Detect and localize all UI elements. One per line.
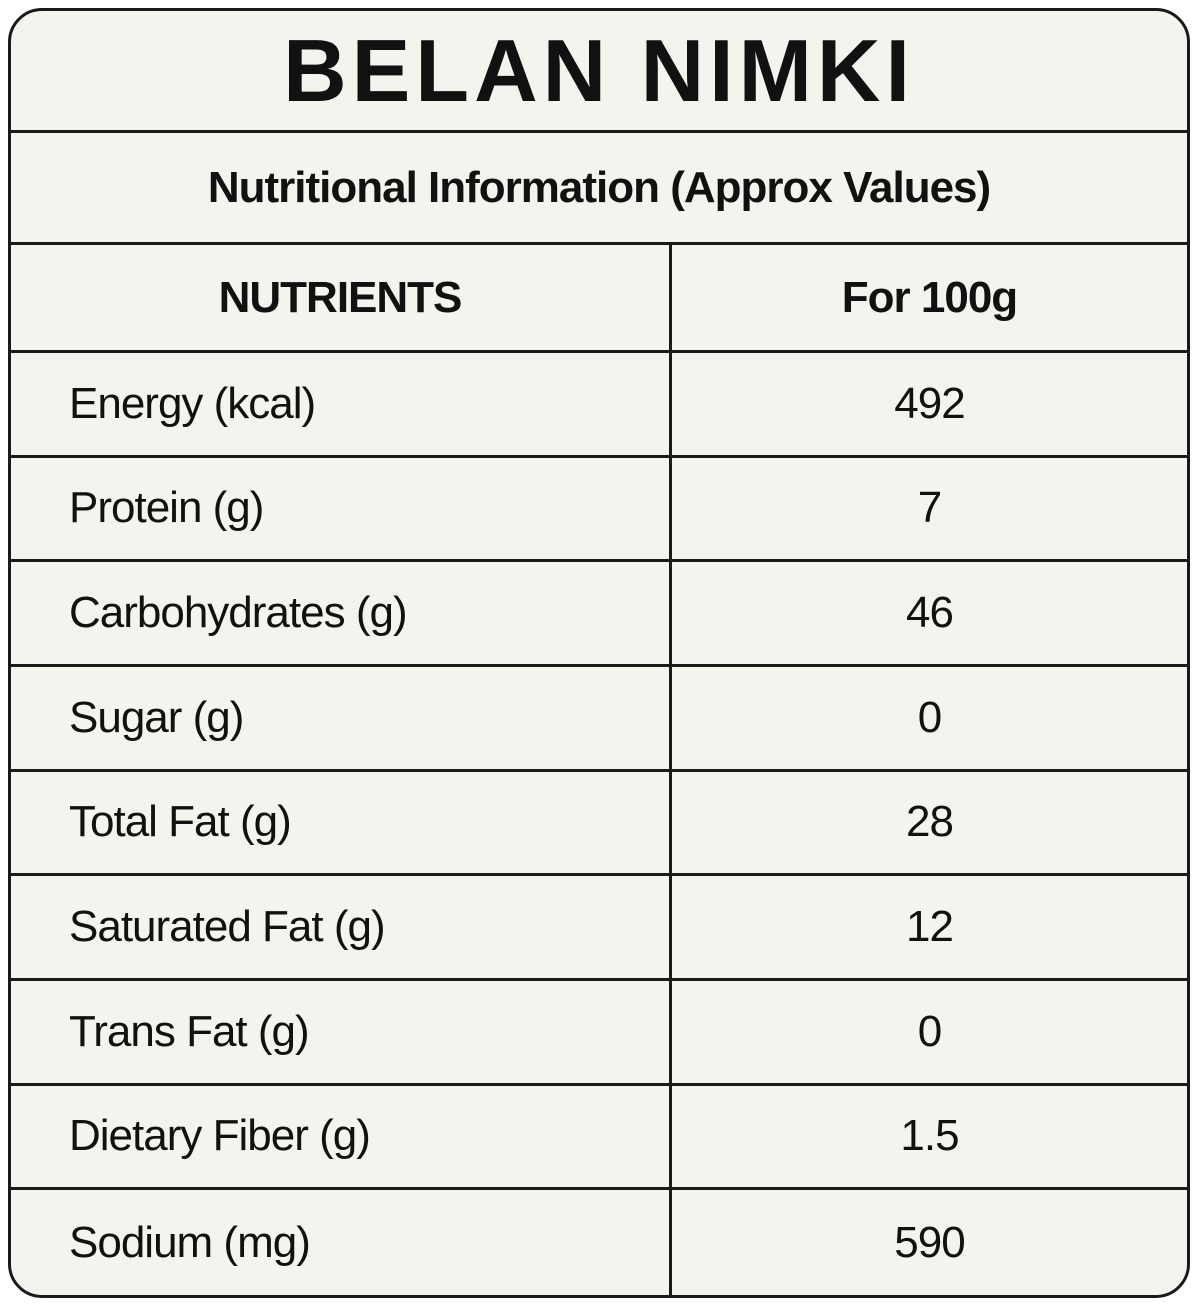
table-row: Trans Fat (g) 0 — [11, 981, 1187, 1086]
table-row: Total Fat (g) 28 — [11, 771, 1187, 877]
table-row: Carbohydrates (g) 46 — [11, 562, 1187, 667]
value-cell: 46 — [906, 588, 954, 638]
table-header: NUTRIENTS For 100g — [11, 245, 1187, 353]
header-cell: NUTRIENTS — [11, 245, 672, 350]
nutrient-cell: Saturated Fat (g) — [11, 876, 672, 978]
table-row: Protein (g) 7 — [11, 457, 1187, 563]
table-row: Energy (kcal) 492 — [11, 353, 1187, 458]
table-row: Sugar (g) 0 — [11, 667, 1187, 772]
value-cell: 590 — [894, 1217, 965, 1267]
subtitle: Nutritional Information (Approx Values) — [11, 133, 1187, 245]
value-cell: 0 — [917, 1006, 942, 1056]
value-cell: 12 — [906, 902, 954, 952]
header-cell: For 100g — [841, 272, 1018, 322]
table-row: Dietary Fiber (g) 1.5 — [11, 1085, 1187, 1191]
nutrient-cell: Trans Fat (g) — [11, 981, 672, 1083]
nutrient-cell: Total Fat (g) — [11, 771, 672, 874]
value-cell: 492 — [894, 378, 965, 428]
value-cell: 1.5 — [900, 1111, 959, 1161]
nutrient-cell: Sugar (g) — [11, 667, 672, 769]
value-cell: 7 — [917, 483, 942, 533]
nutrient-cell: Sodium (mg) — [11, 1190, 672, 1295]
nutrition-card: BELAN NIMKI Nutritional Information (App… — [8, 8, 1190, 1298]
title: BELAN NIMKI — [11, 11, 1187, 133]
value-cell: 28 — [906, 797, 954, 847]
nutrient-cell: Energy (kcal) — [11, 353, 672, 455]
nutrient-cell: Protein (g) — [11, 457, 672, 560]
nutrient-cell: Carbohydrates (g) — [11, 562, 672, 664]
table-row: Sodium (mg) 590 — [11, 1190, 1187, 1295]
nutrient-cell: Dietary Fiber (g) — [11, 1085, 672, 1188]
value-cell: 0 — [917, 692, 942, 742]
table-row: Saturated Fat (g) 12 — [11, 876, 1187, 981]
